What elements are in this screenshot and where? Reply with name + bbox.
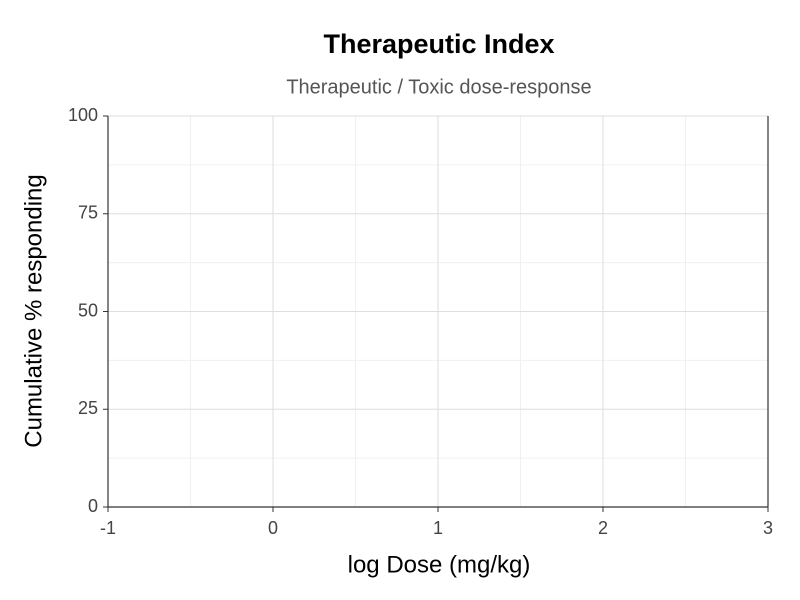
y-axis-label: Cumulative % responding xyxy=(20,174,47,447)
x-tick-label: 3 xyxy=(763,518,773,538)
x-axis-label: log Dose (mg/kg) xyxy=(348,551,531,578)
y-tick-label: 0 xyxy=(88,496,98,516)
chart-title: Therapeutic Index xyxy=(323,29,554,59)
x-tick-label: 2 xyxy=(598,518,608,538)
x-tick-label: -1 xyxy=(100,518,116,538)
y-tick-label: 100 xyxy=(68,105,98,125)
y-tick-label: 25 xyxy=(78,398,98,418)
x-tick-label: 0 xyxy=(268,518,278,538)
y-tick-label: 50 xyxy=(78,300,98,320)
chart-subtitle: Therapeutic / Toxic dose-response xyxy=(286,76,591,98)
y-tick-label: 75 xyxy=(78,203,98,223)
x-tick-label: 1 xyxy=(433,518,443,538)
